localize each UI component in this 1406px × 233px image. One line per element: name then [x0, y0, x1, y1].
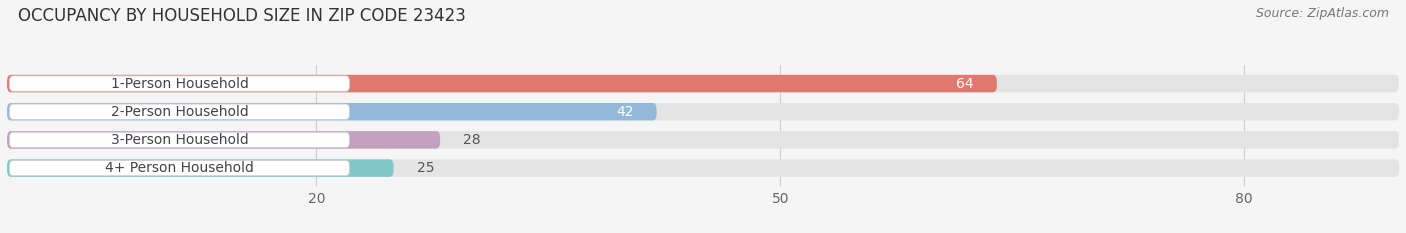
Text: Source: ZipAtlas.com: Source: ZipAtlas.com	[1256, 7, 1389, 20]
FancyBboxPatch shape	[7, 159, 394, 177]
FancyBboxPatch shape	[7, 75, 1399, 92]
FancyBboxPatch shape	[7, 103, 657, 120]
Text: 42: 42	[616, 105, 633, 119]
Text: OCCUPANCY BY HOUSEHOLD SIZE IN ZIP CODE 23423: OCCUPANCY BY HOUSEHOLD SIZE IN ZIP CODE …	[18, 7, 467, 25]
Text: 25: 25	[418, 161, 434, 175]
Text: 4+ Person Household: 4+ Person Household	[105, 161, 254, 175]
FancyBboxPatch shape	[7, 103, 1399, 120]
FancyBboxPatch shape	[7, 131, 440, 149]
Text: 64: 64	[956, 77, 974, 91]
FancyBboxPatch shape	[10, 132, 350, 147]
Text: 28: 28	[464, 133, 481, 147]
Text: 1-Person Household: 1-Person Household	[111, 77, 249, 91]
FancyBboxPatch shape	[10, 104, 350, 120]
FancyBboxPatch shape	[7, 131, 1399, 149]
FancyBboxPatch shape	[7, 159, 1399, 177]
Text: 2-Person Household: 2-Person Household	[111, 105, 249, 119]
FancyBboxPatch shape	[7, 75, 997, 92]
Text: 3-Person Household: 3-Person Household	[111, 133, 249, 147]
FancyBboxPatch shape	[10, 160, 350, 176]
FancyBboxPatch shape	[10, 76, 350, 91]
